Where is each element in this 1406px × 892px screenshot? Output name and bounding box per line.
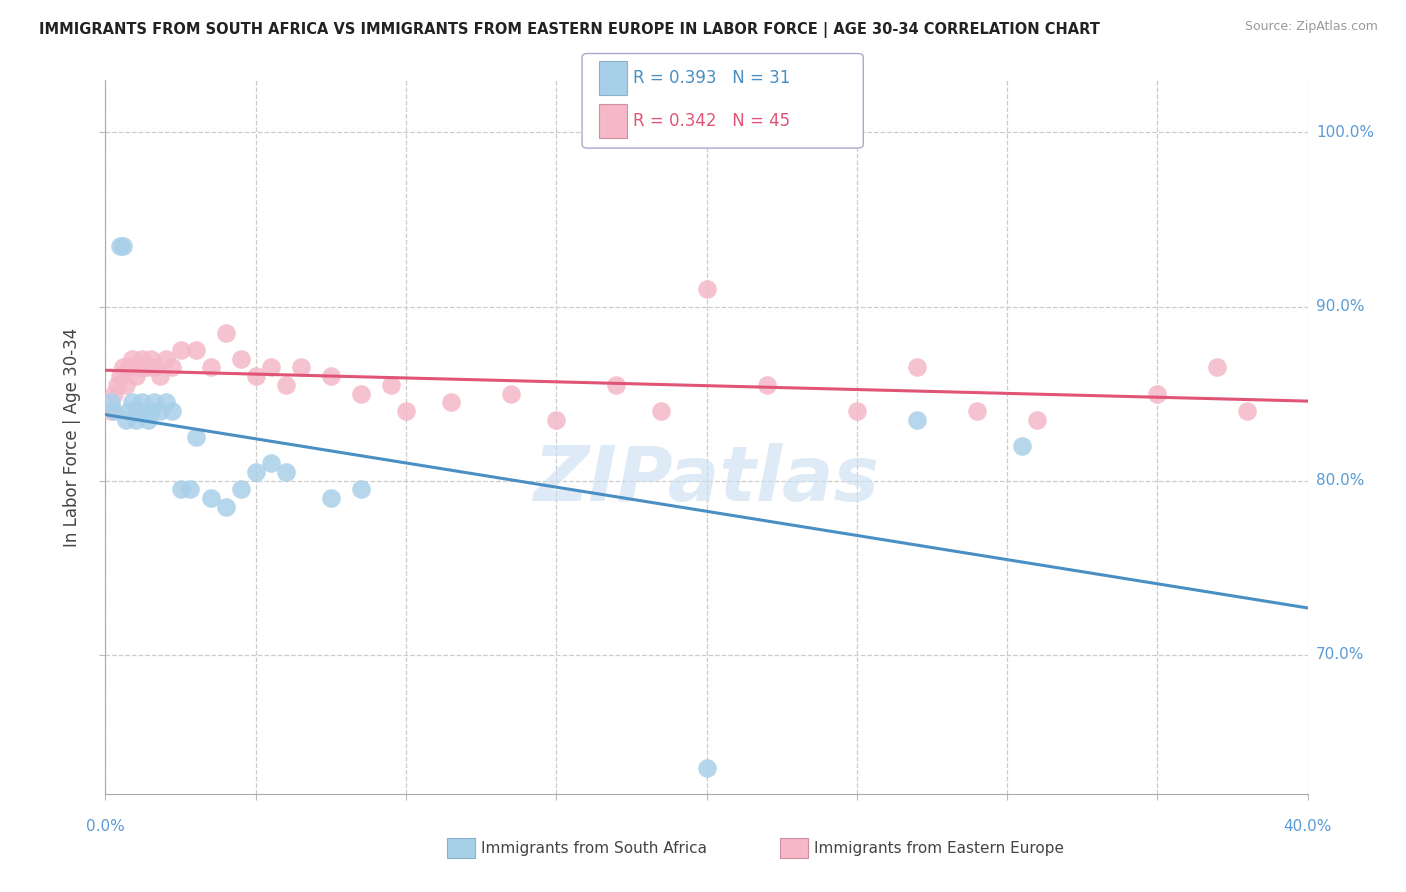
Text: Immigrants from Eastern Europe: Immigrants from Eastern Europe: [814, 841, 1064, 855]
Point: [696, 282, 718, 296]
Text: 100.0%: 100.0%: [1316, 125, 1374, 140]
Text: 80.0%: 80.0%: [1316, 473, 1364, 488]
Point: [124, 412, 146, 426]
Point: [124, 369, 146, 384]
Point: [118, 360, 141, 375]
Point: [148, 404, 170, 418]
Text: IMMIGRANTS FROM SOUTH AFRICA VS IMMIGRANTS FROM EASTERN EUROPE IN LABOR FORCE | : IMMIGRANTS FROM SOUTH AFRICA VS IMMIGRAN…: [39, 22, 1101, 38]
Point: [100, 395, 122, 409]
Y-axis label: In Labor Force | Age 30-34: In Labor Force | Age 30-34: [63, 327, 82, 547]
Point: [112, 360, 135, 375]
Point: [139, 351, 162, 366]
Point: [905, 412, 928, 426]
Point: [245, 369, 267, 384]
Point: [319, 369, 342, 384]
Point: [131, 395, 153, 409]
Text: 40.0%: 40.0%: [1284, 819, 1331, 834]
Point: [118, 404, 141, 418]
Point: [121, 351, 143, 366]
Point: [501, 386, 523, 401]
Point: [121, 395, 143, 409]
Point: [1146, 386, 1168, 401]
Point: [128, 360, 150, 375]
Point: [1206, 360, 1229, 375]
Point: [200, 491, 222, 505]
Point: [112, 238, 135, 252]
Point: [148, 369, 170, 384]
Point: [1011, 439, 1033, 453]
Point: [350, 483, 373, 497]
Point: [155, 395, 177, 409]
Point: [845, 404, 868, 418]
Point: [160, 404, 183, 418]
Point: [274, 465, 297, 479]
Point: [131, 351, 153, 366]
Point: [115, 412, 138, 426]
Point: [107, 377, 129, 392]
Text: ZIPatlas: ZIPatlas: [533, 443, 880, 516]
Point: [169, 343, 191, 357]
Point: [136, 412, 159, 426]
Point: [966, 404, 988, 418]
Point: [179, 483, 201, 497]
Point: [110, 369, 132, 384]
Point: [169, 483, 191, 497]
Point: [142, 360, 165, 375]
Point: [160, 360, 183, 375]
Point: [184, 430, 207, 444]
Point: [115, 377, 138, 392]
Point: [103, 404, 125, 418]
Point: [229, 351, 252, 366]
Point: [696, 761, 718, 775]
Text: Source: ZipAtlas.com: Source: ZipAtlas.com: [1244, 20, 1378, 33]
Point: [134, 404, 156, 418]
Point: [103, 386, 125, 401]
Point: [200, 360, 222, 375]
Point: [546, 412, 568, 426]
Point: [395, 404, 418, 418]
Text: 70.0%: 70.0%: [1316, 647, 1364, 662]
Point: [755, 377, 778, 392]
Point: [128, 404, 150, 418]
Point: [184, 343, 207, 357]
Text: R = 0.342   N = 45: R = 0.342 N = 45: [633, 112, 790, 130]
Point: [245, 465, 267, 479]
Point: [260, 456, 283, 470]
Point: [380, 377, 402, 392]
Point: [290, 360, 312, 375]
Point: [1236, 404, 1258, 418]
Point: [229, 483, 252, 497]
Point: [214, 326, 236, 340]
Point: [155, 351, 177, 366]
Point: [650, 404, 672, 418]
Point: [274, 377, 297, 392]
Point: [100, 404, 122, 418]
Point: [134, 360, 156, 375]
Point: [319, 491, 342, 505]
Point: [1026, 412, 1049, 426]
Text: R = 0.393   N = 31: R = 0.393 N = 31: [633, 69, 790, 87]
Text: Immigrants from South Africa: Immigrants from South Africa: [481, 841, 707, 855]
Text: 90.0%: 90.0%: [1316, 299, 1364, 314]
Point: [110, 238, 132, 252]
Point: [136, 360, 159, 375]
Point: [605, 377, 627, 392]
Point: [905, 360, 928, 375]
Point: [214, 500, 236, 514]
Text: 0.0%: 0.0%: [86, 819, 125, 834]
Point: [142, 395, 165, 409]
Point: [139, 404, 162, 418]
Point: [350, 386, 373, 401]
Point: [260, 360, 283, 375]
Point: [440, 395, 463, 409]
